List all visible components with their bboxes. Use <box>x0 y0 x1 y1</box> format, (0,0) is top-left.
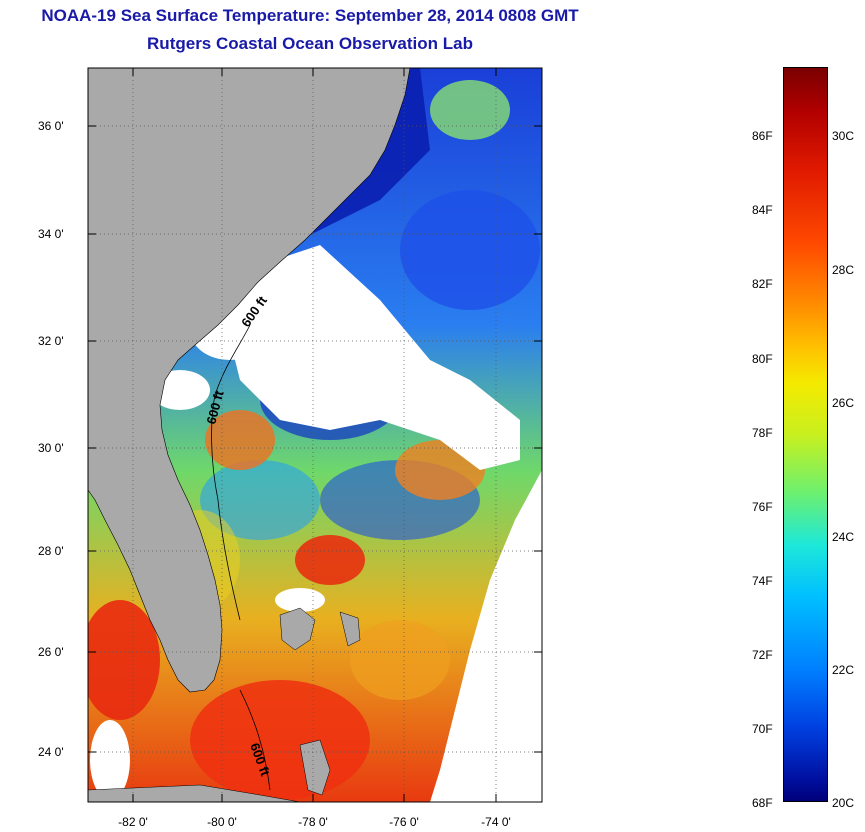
colorbar-label-f: 70F <box>752 722 773 736</box>
colorbar-label-f: 86F <box>752 129 773 143</box>
lat-label: 26 0' <box>38 645 64 659</box>
lat-label: 30 0' <box>38 441 64 455</box>
colorbar-label-f: 80F <box>752 352 773 366</box>
colorbar-label-c: 24C <box>832 530 855 544</box>
lon-label: -74 0' <box>481 815 511 829</box>
lat-label: 28 0' <box>38 544 64 558</box>
lat-label: 34 0' <box>38 227 64 241</box>
colorbar-label-c: 22C <box>832 663 855 677</box>
grand-bahama-island <box>279 607 316 651</box>
cuba-land <box>88 784 301 802</box>
temperature-colorbar <box>783 67 828 802</box>
map-subtitle: Rutgers Coastal Ocean Observation Lab <box>147 34 473 53</box>
andros-island <box>299 739 331 796</box>
isobath-contour <box>239 689 271 791</box>
us-southeast-land <box>88 68 411 693</box>
lat-label: 24 0' <box>38 745 64 759</box>
colorbar-label-f: 82F <box>752 277 773 291</box>
isobath-contour <box>211 324 251 621</box>
colorbar-label-f: 72F <box>752 648 773 662</box>
axis-ticks <box>88 68 542 802</box>
colorbar-label-c: 28C <box>832 263 855 277</box>
colorbar-label-c: 26C <box>832 396 855 410</box>
colorbar-label-c: 30C <box>832 129 855 143</box>
map-frame <box>87 67 543 803</box>
colorbar-label-c: 20C <box>832 796 855 810</box>
colorbar-label-f: 84F <box>752 203 773 217</box>
sst-map: 600 ft 600 ft 600 ft <box>87 67 543 803</box>
lat-label: 32 0' <box>38 334 64 348</box>
colorbar-label-f: 78F <box>752 426 773 440</box>
map-title: NOAA-19 Sea Surface Temperature: Septemb… <box>41 6 579 25</box>
lon-label: -76 0' <box>389 815 419 829</box>
colorbar-label-f: 76F <box>752 500 773 514</box>
lon-label: -78 0' <box>298 815 328 829</box>
abaco-island <box>339 611 361 647</box>
lon-label: -80 0' <box>207 815 237 829</box>
lon-label: -82 0' <box>118 815 148 829</box>
colorbar-label-f: 74F <box>752 574 773 588</box>
colorbar-label-f: 68F <box>752 796 773 810</box>
lat-label: 36 0' <box>38 119 64 133</box>
